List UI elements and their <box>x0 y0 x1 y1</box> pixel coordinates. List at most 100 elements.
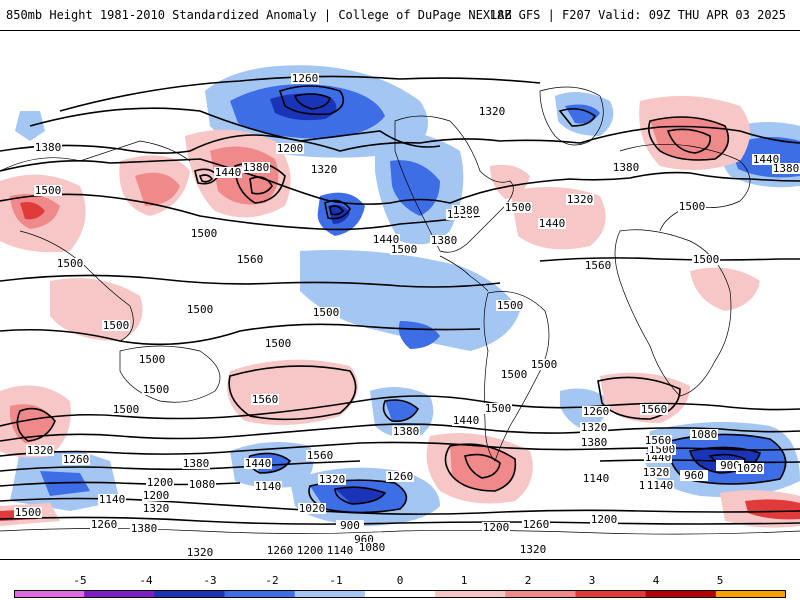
contour-label: 1380 <box>773 162 800 175</box>
contour-label: 1500 <box>391 243 418 256</box>
contour-label: 1140 <box>647 479 674 492</box>
contour-label: 1560 <box>237 253 264 266</box>
contour-label: 1500 <box>649 443 676 456</box>
contour-label: 1260 <box>267 544 294 557</box>
contour-label: 900 <box>340 519 360 532</box>
contour-label: 1500 <box>187 303 214 316</box>
contour-label: 1020 <box>737 462 764 475</box>
contour-label: 900 <box>720 459 740 472</box>
colorbar-tick: 4 <box>652 574 660 587</box>
contour-label: 1500 <box>139 353 166 366</box>
contour-label: 1320 <box>567 193 594 206</box>
contour-label: 1260 <box>292 72 319 85</box>
contour-label: 1020 <box>299 502 326 515</box>
contour-label: 1440 <box>215 166 242 179</box>
colorbar-segment <box>84 590 155 598</box>
contour-label: 1500 <box>57 257 84 270</box>
contour-label: 1500 <box>15 506 42 519</box>
contour-label: 1320 <box>311 163 338 176</box>
contour-label: 1440 <box>539 217 566 230</box>
contour-label: 1380 <box>581 436 608 449</box>
header-bar: 850mb Height 1981-2010 Standardized Anom… <box>0 0 800 30</box>
model-run-info: 18Z GFS | F207 Valid: 09Z THU APR 03 202… <box>489 8 786 22</box>
contour-label: 1080 <box>189 478 216 491</box>
colorbar-segment <box>154 590 226 598</box>
contour-label: 1320 <box>643 466 670 479</box>
contour-label: 1440 <box>373 233 400 246</box>
map-title: 850mb Height 1981-2010 Standardized Anom… <box>6 8 512 22</box>
contour-label: 1440 <box>753 153 780 166</box>
contour-label: 1380 <box>131 522 158 535</box>
height-contours <box>0 75 800 525</box>
anomaly-shading <box>0 65 800 528</box>
colorbar-tick: -1 <box>329 574 343 587</box>
contour-label: 1500 <box>485 402 512 415</box>
colorbar-segment <box>715 590 786 598</box>
contour-label: 1140 <box>255 480 282 493</box>
contour-label: 1560 <box>641 403 668 416</box>
contour-label: 1200 <box>297 544 324 557</box>
colorbar-segment <box>364 590 436 598</box>
contour-label: 1320 <box>143 502 170 515</box>
contour-label: 1380 <box>613 161 640 174</box>
colorbar-tick: 3 <box>588 574 596 587</box>
colorbar-tick: -2 <box>265 574 279 587</box>
contour-labels: 1260 1320 1380 1200 1320 1440 1380 1500 … <box>14 72 800 559</box>
colorbar-tick: -3 <box>203 574 217 587</box>
colorbar-segment <box>575 590 647 598</box>
colorbar-tick: -4 <box>139 574 153 587</box>
contour-label: 1200 <box>483 521 510 534</box>
contour-label: 1560 <box>307 449 334 462</box>
contour-label: 1560 <box>585 259 612 272</box>
contour-label: 1260 <box>63 453 90 466</box>
colorbar-segment <box>645 590 717 598</box>
contour-label: 1140 <box>583 472 610 485</box>
contour-label: 1260 <box>387 470 414 483</box>
colorbar-segment <box>505 590 576 598</box>
colorbar-tick: 5 <box>716 574 724 587</box>
contour-label: 1560 <box>252 393 279 406</box>
contour-label: 960 <box>684 469 704 482</box>
contour-label: 1380 <box>393 425 420 438</box>
contour-label: 1320 <box>187 546 214 559</box>
contour-label: 1500 <box>313 306 340 319</box>
colorbar-segment <box>224 590 296 598</box>
colorbar-ticks: -5 -4 -3 -2 -1 0 1 2 3 4 5 <box>0 574 800 588</box>
contour-label: 1500 <box>191 227 218 240</box>
colorbar-tick: -5 <box>73 574 87 587</box>
contour-label: 1380 <box>243 161 270 174</box>
contour-label: 1320 <box>27 444 54 457</box>
colorbar-segment <box>14 590 85 598</box>
contour-label: 1500 <box>679 200 706 213</box>
anomaly-map: 1260 1320 1380 1200 1320 1440 1380 1500 … <box>0 65 800 559</box>
contour-label: 1200 <box>591 513 618 526</box>
contour-label: 1500 <box>505 201 532 214</box>
contour-label: 1500 <box>103 319 130 332</box>
contour-label: 1500 <box>35 184 62 197</box>
contour-label: 1200 <box>147 476 174 489</box>
contour-label: 1440 <box>245 457 272 470</box>
contour-label: 1380 <box>453 204 480 217</box>
map-panel[interactable]: 1260 1320 1380 1200 1320 1440 1380 1500 … <box>0 30 800 560</box>
contour-label: 1500 <box>497 299 524 312</box>
contour-label: 1320 <box>319 473 346 486</box>
contour-label: 1200 <box>277 142 304 155</box>
colorbar-segment <box>435 590 506 598</box>
contour-label: 1080 <box>691 428 718 441</box>
contour-label: 1500 <box>531 358 558 371</box>
contour-label: 1560 <box>645 434 672 447</box>
contour-label: 1500 <box>693 253 720 266</box>
contour-label: 1320 <box>520 543 547 556</box>
contour-label: 1200 <box>143 489 170 502</box>
contour-label: 1140 <box>327 544 354 557</box>
contour-label: 1500 <box>265 337 292 350</box>
contour-label: 1140 <box>99 493 126 506</box>
contour-label: 1500 <box>113 403 140 416</box>
contour-label: 1260 <box>91 518 118 531</box>
contour-label: 1380 <box>183 457 210 470</box>
contour-label: 1320 <box>581 421 608 434</box>
contour-label: 1080 <box>359 541 386 554</box>
contour-label: 1380 <box>35 141 62 154</box>
contour-label: 1380 <box>431 234 458 247</box>
colorbar-segment <box>294 590 366 598</box>
